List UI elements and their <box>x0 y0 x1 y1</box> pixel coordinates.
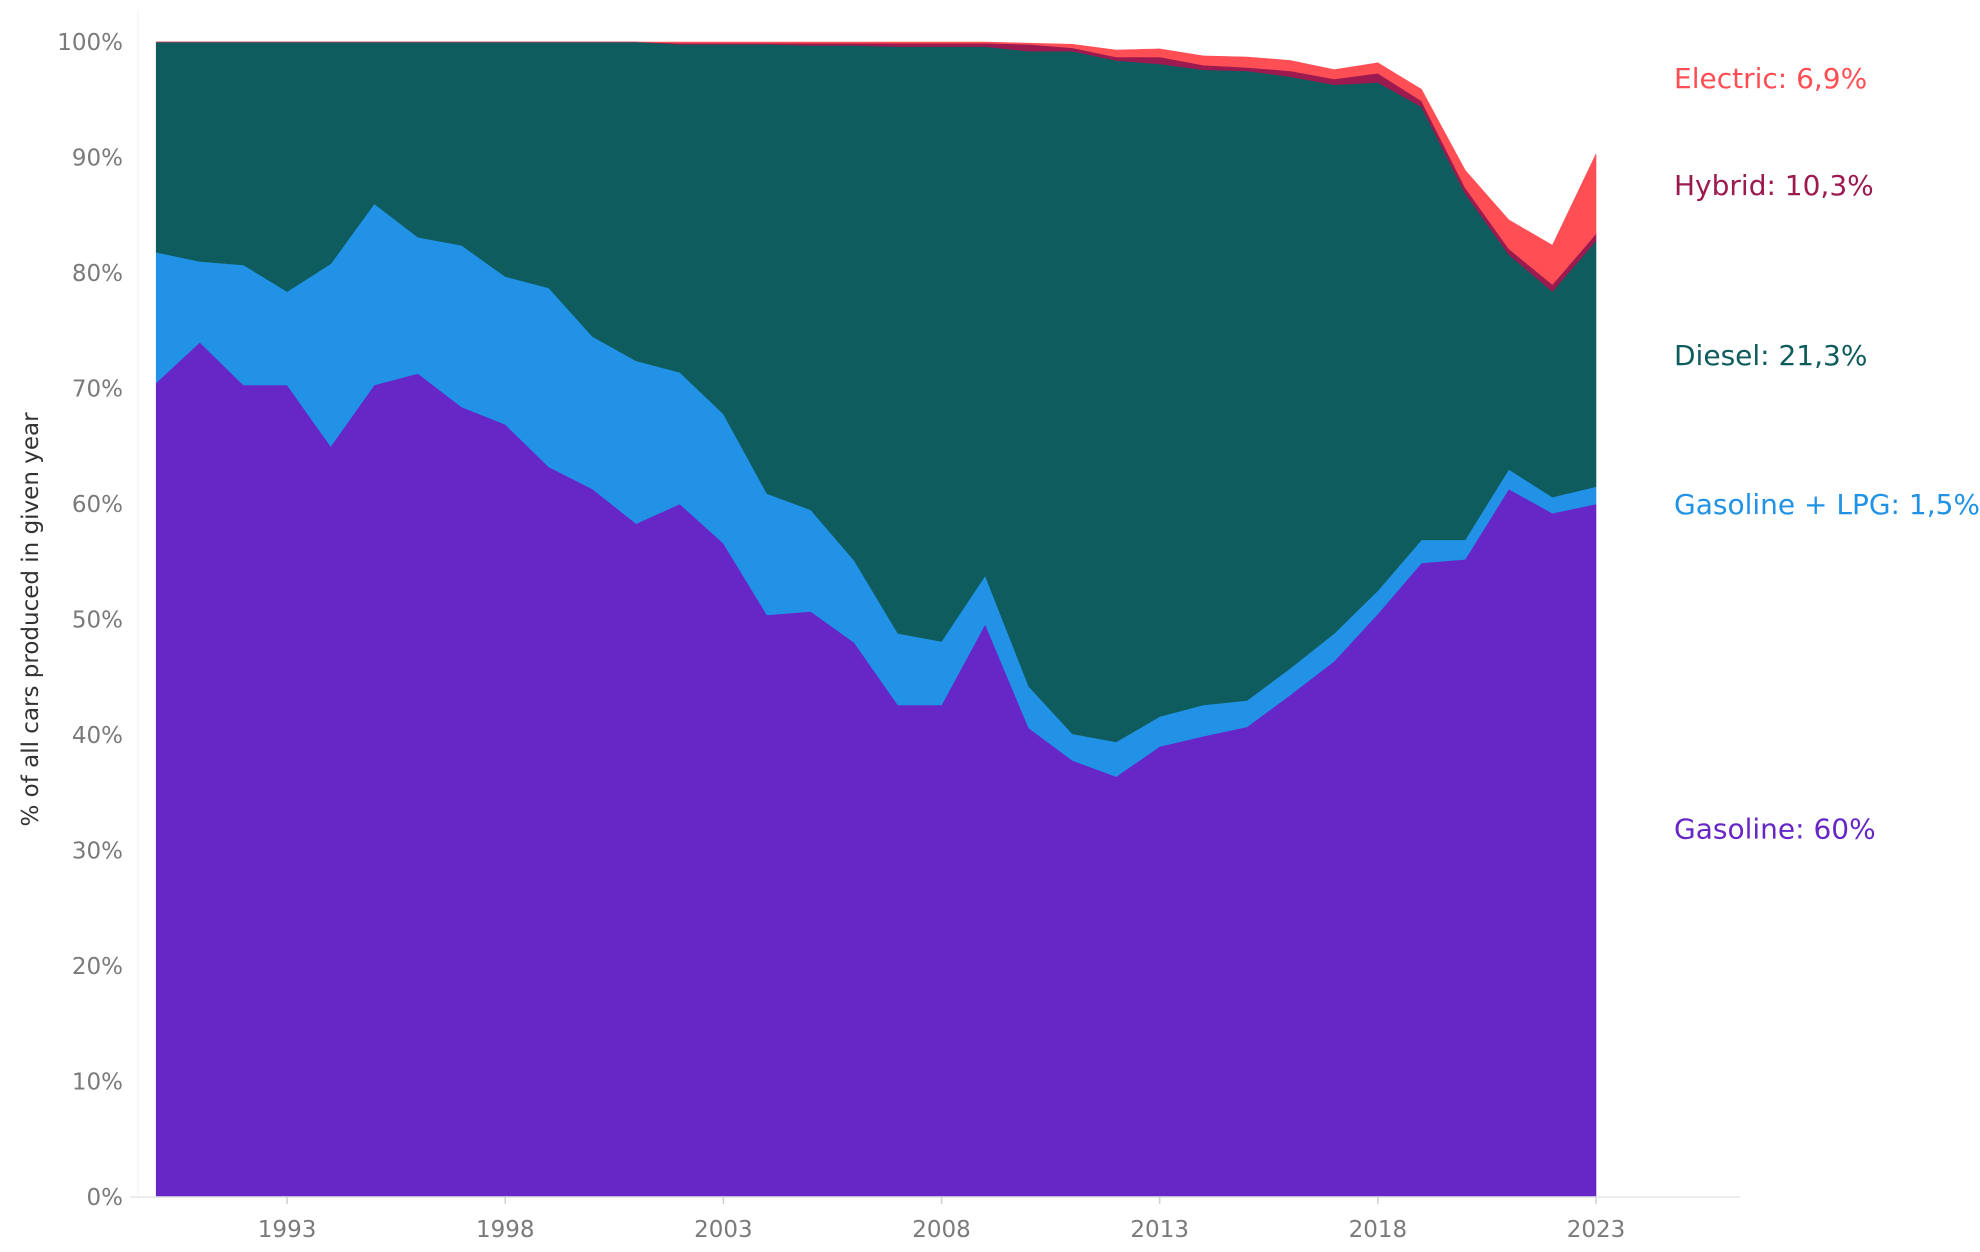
y-axis-label: % of all cars produced in given year <box>18 412 44 827</box>
y-tick-label: 40% <box>72 723 123 749</box>
x-tick-label: 1998 <box>476 1217 535 1243</box>
end-label-electric: Electric: 6,9% <box>1674 62 1867 95</box>
y-tick-label: 90% <box>72 146 123 172</box>
end-label-gasoline_lpg: Gasoline + LPG: 1,5% <box>1674 488 1980 521</box>
x-tick-label: 1993 <box>258 1217 317 1243</box>
x-tick-label: 2003 <box>694 1217 753 1243</box>
y-tick-label: 100% <box>57 30 123 56</box>
x-tick-label: 2008 <box>912 1217 971 1243</box>
x-tick-label: 2023 <box>1567 1217 1626 1243</box>
y-tick-label: 80% <box>72 261 123 287</box>
x-tick-label: 2018 <box>1349 1217 1408 1243</box>
y-tick-label: 50% <box>72 608 123 634</box>
y-tick-label: 20% <box>72 954 123 980</box>
y-axis-ticks: 0% 10% 20% 30% 40% 50% 60% 70% 80% 90% 100% <box>57 30 123 1211</box>
x-axis-ticks: 1993 1998 2003 2008 2013 2018 2023 <box>258 1197 1625 1243</box>
area-electric <box>156 41 1597 285</box>
y-tick-label: 0% <box>87 1185 124 1211</box>
y-tick-label: 70% <box>72 377 123 403</box>
end-label-hybrid: Hybrid: 10,3% <box>1674 169 1874 202</box>
x-tick-label: 2013 <box>1130 1217 1189 1243</box>
series-end-labels: Electric: 6,9% Hybrid: 10,3% Diesel: 21,3%… <box>1674 62 1980 846</box>
end-label-gasoline: Gasoline: 60% <box>1674 813 1876 846</box>
y-tick-label: 10% <box>72 1070 123 1096</box>
y-tick-label: 30% <box>72 839 123 865</box>
area-series-group <box>155 41 1597 1198</box>
y-tick-label: 60% <box>72 492 123 518</box>
end-label-diesel: Diesel: 21,3% <box>1674 339 1867 372</box>
